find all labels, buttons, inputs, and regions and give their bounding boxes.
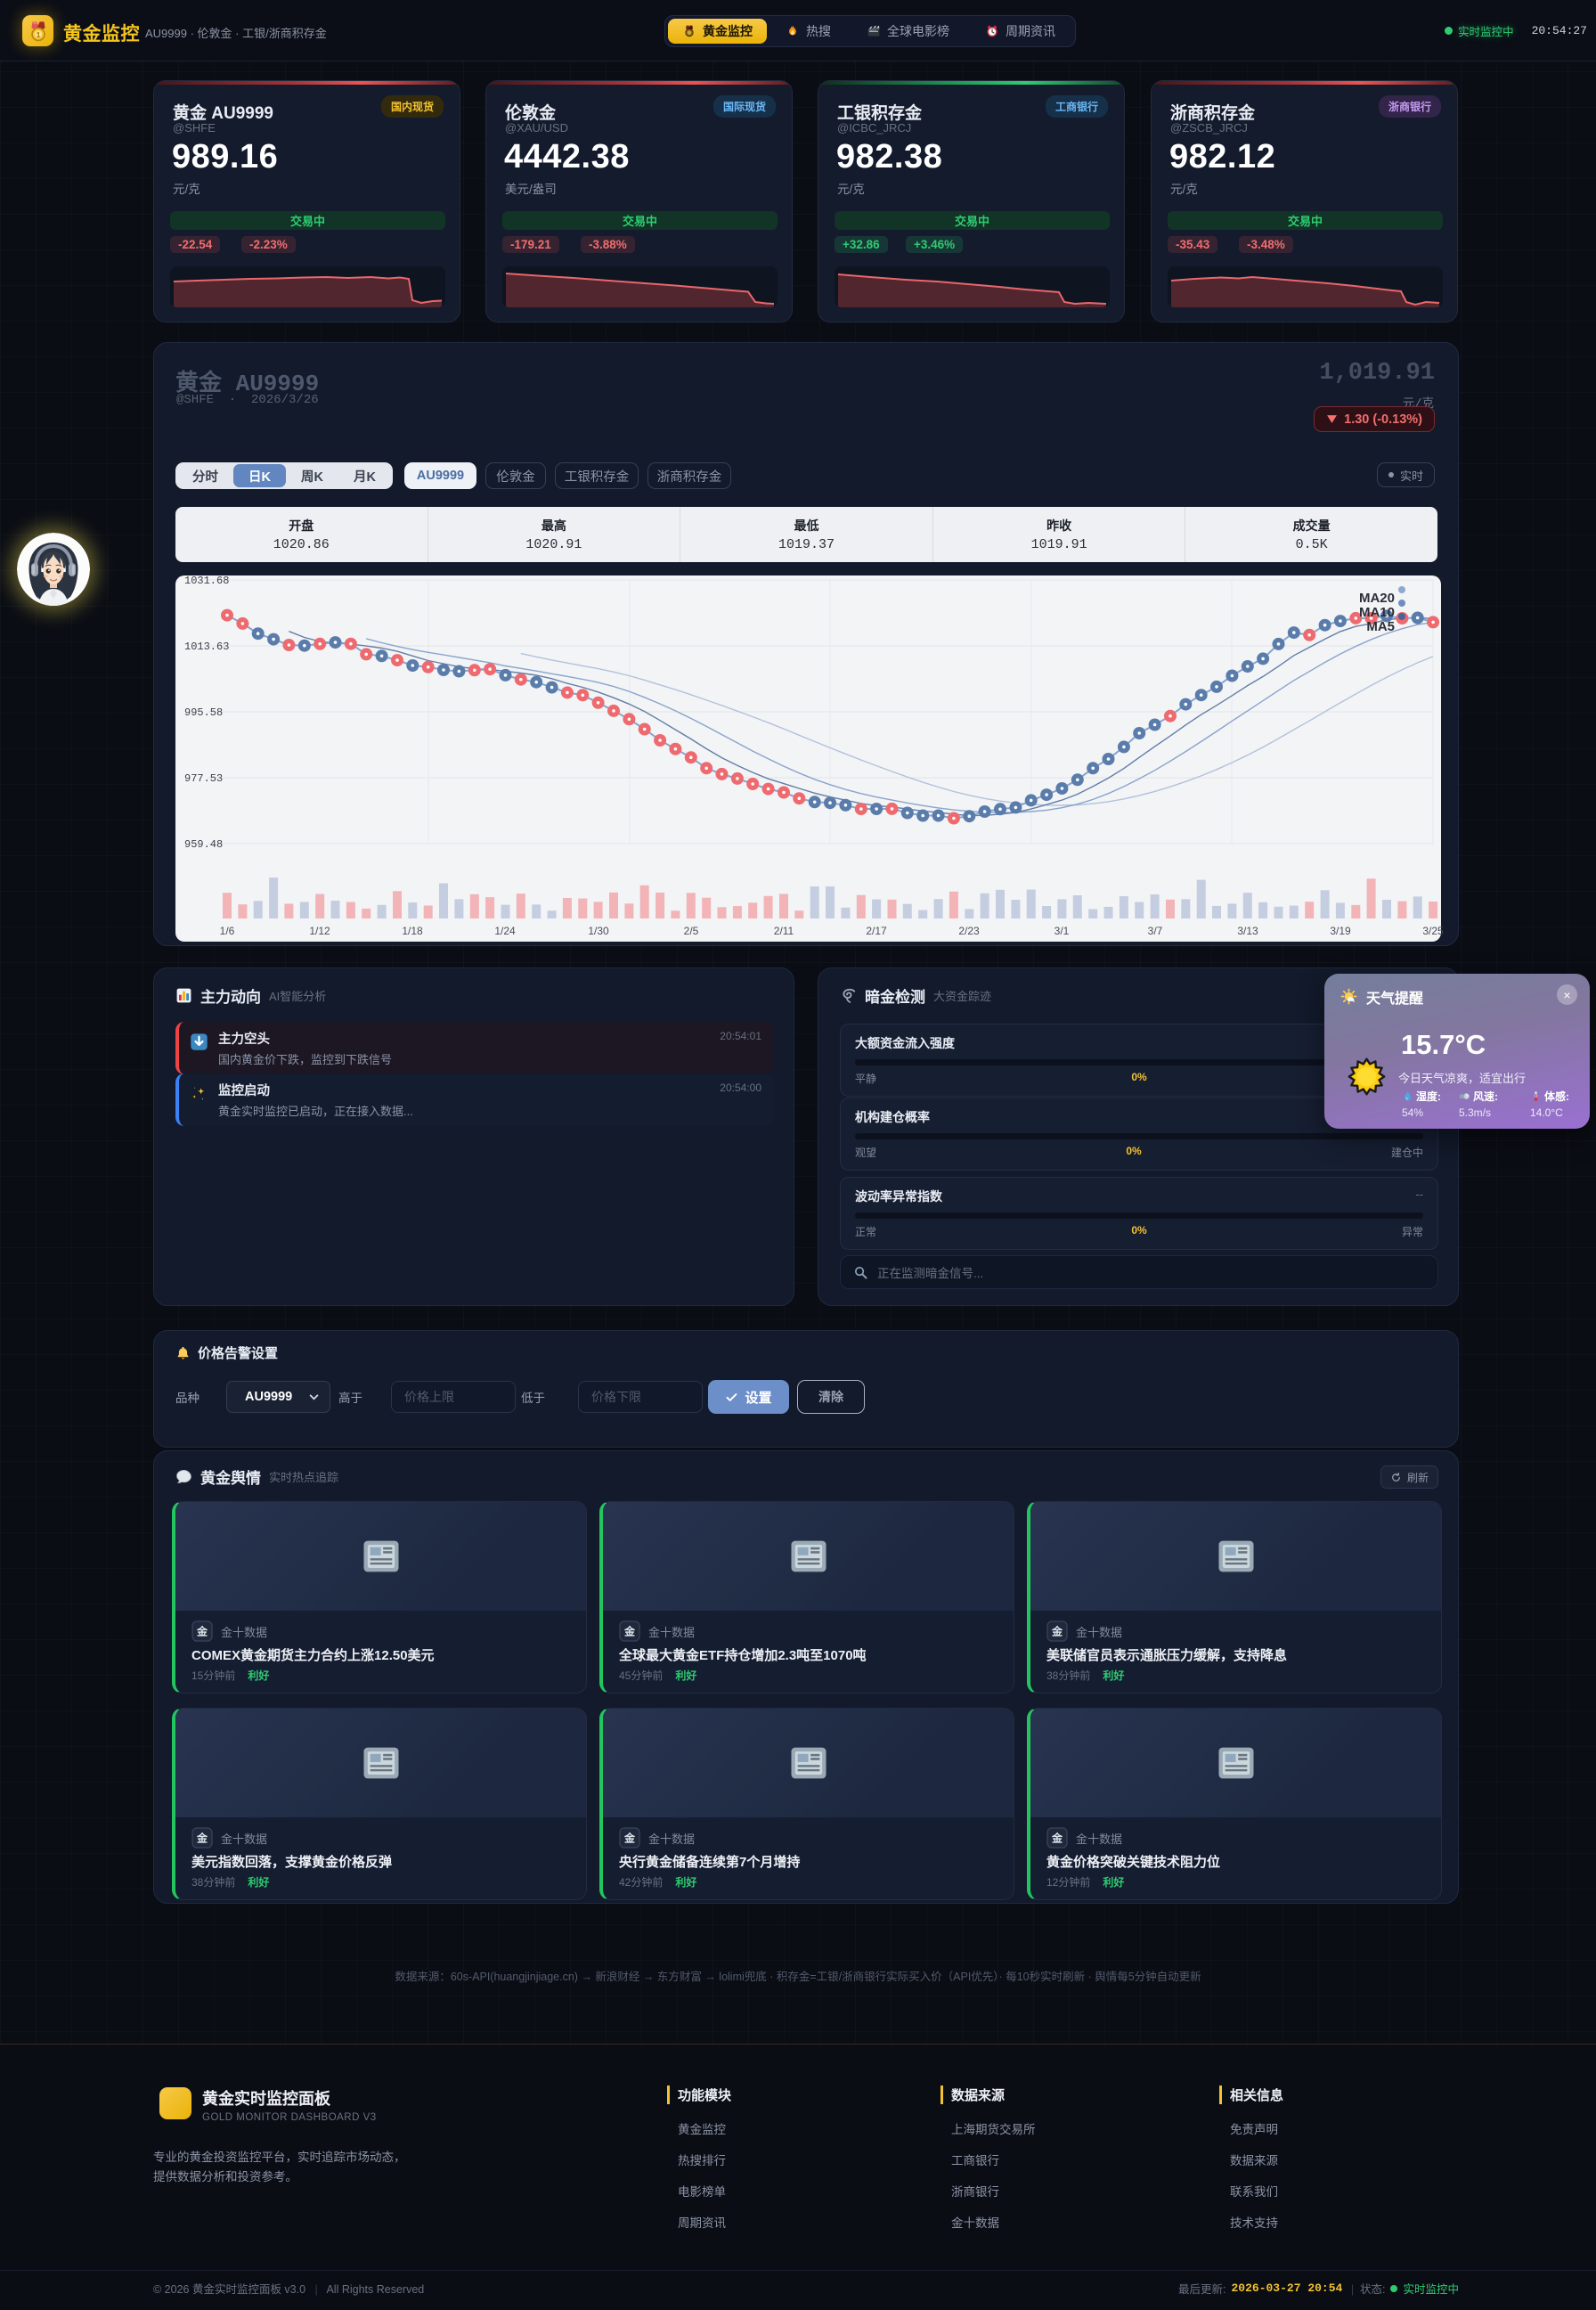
svg-text:MA20: MA20 bbox=[1359, 591, 1395, 606]
svg-text:金: 金 bbox=[196, 1625, 208, 1638]
svg-text:2/5: 2/5 bbox=[684, 925, 699, 937]
svg-text:3/25: 3/25 bbox=[1422, 925, 1444, 937]
svg-text:1/30: 1/30 bbox=[588, 925, 609, 937]
svg-text:1/12: 1/12 bbox=[309, 925, 330, 937]
svg-text:1/24: 1/24 bbox=[494, 925, 516, 937]
svg-text:2/11: 2/11 bbox=[774, 925, 794, 937]
svg-text:2/17: 2/17 bbox=[866, 925, 887, 937]
svg-text:金: 金 bbox=[1051, 1832, 1063, 1845]
svg-text:3/7: 3/7 bbox=[1148, 925, 1163, 937]
svg-text:977.53: 977.53 bbox=[184, 772, 223, 785]
svg-text:995.58: 995.58 bbox=[184, 706, 223, 719]
svg-text:金: 金 bbox=[623, 1625, 636, 1638]
svg-text:金: 金 bbox=[1051, 1625, 1063, 1638]
svg-text:2/23: 2/23 bbox=[958, 925, 980, 937]
svg-text:3/1: 3/1 bbox=[1054, 925, 1070, 937]
svg-text:1/6: 1/6 bbox=[220, 925, 235, 937]
svg-text:3/19: 3/19 bbox=[1330, 925, 1351, 937]
svg-text:1013.63: 1013.63 bbox=[184, 641, 229, 653]
svg-text:MA10: MA10 bbox=[1359, 605, 1395, 620]
svg-text:金: 金 bbox=[623, 1832, 636, 1845]
svg-text:959.48: 959.48 bbox=[184, 838, 223, 851]
svg-text:1: 1 bbox=[36, 29, 40, 38]
svg-text:3/13: 3/13 bbox=[1237, 925, 1258, 937]
svg-text:金: 金 bbox=[196, 1832, 208, 1845]
svg-text:1031.68: 1031.68 bbox=[184, 575, 229, 587]
svg-text:1/18: 1/18 bbox=[402, 925, 423, 937]
svg-text:MA5: MA5 bbox=[1366, 619, 1395, 634]
